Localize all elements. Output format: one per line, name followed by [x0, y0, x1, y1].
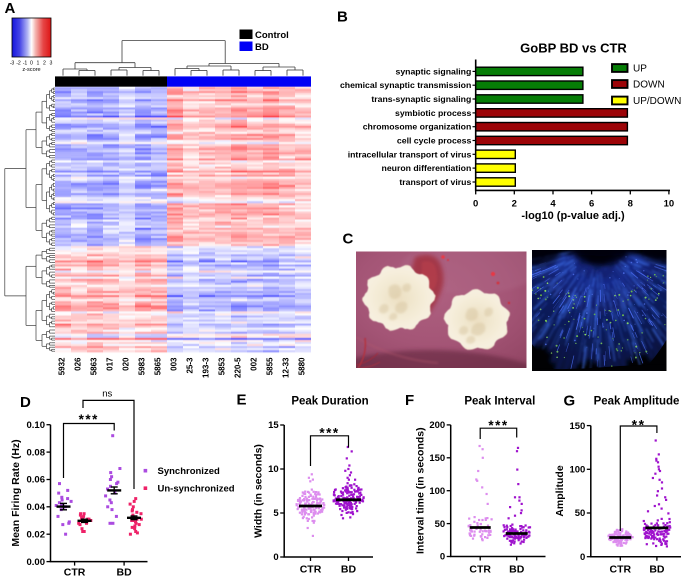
- svg-text:0.02: 0.02: [27, 529, 46, 540]
- svg-text:D: D: [20, 394, 31, 411]
- svg-text:CTR: CTR: [610, 564, 632, 576]
- svg-text:BD: BD: [117, 567, 133, 579]
- svg-text:CTR: CTR: [64, 567, 86, 579]
- svg-text:150: 150: [429, 453, 445, 464]
- svg-text:C: C: [343, 231, 354, 248]
- svg-text:synaptic signaling: synaptic signaling: [396, 66, 472, 76]
- svg-text:220-5: 220-5: [234, 357, 243, 378]
- svg-text:BD: BD: [649, 564, 665, 576]
- svg-text:3: 3: [50, 61, 53, 67]
- svg-text:-log10 (p-value adj.): -log10 (p-value adj.): [521, 210, 625, 222]
- svg-text:neuron differentiation: neuron differentiation: [382, 163, 472, 173]
- svg-text:B: B: [337, 9, 348, 26]
- svg-text:Peak Duration: Peak Duration: [291, 396, 368, 408]
- svg-text:transport of virus: transport of virus: [399, 177, 471, 187]
- svg-text:F: F: [405, 392, 414, 409]
- svg-text:020: 020: [122, 357, 131, 371]
- svg-text:Peak Amplitude: Peak Amplitude: [594, 396, 680, 408]
- svg-text:0: 0: [273, 552, 278, 563]
- svg-text:2: 2: [43, 61, 46, 67]
- svg-text:15: 15: [268, 420, 279, 431]
- svg-text:UP/DOWN: UP/DOWN: [633, 96, 681, 107]
- svg-text:0: 0: [440, 552, 445, 563]
- svg-text:12-33: 12-33: [282, 357, 291, 378]
- svg-text:2: 2: [512, 199, 517, 210]
- svg-text:10: 10: [664, 199, 675, 210]
- svg-text:-2: -2: [16, 61, 21, 67]
- svg-text:5983: 5983: [138, 357, 147, 375]
- svg-text:z-score: z-score: [22, 67, 40, 73]
- svg-text:chromosome organization: chromosome organization: [363, 122, 472, 132]
- svg-text:Width (in seconds): Width (in seconds): [253, 444, 265, 538]
- svg-text:CTR: CTR: [300, 564, 322, 576]
- svg-text:G: G: [564, 393, 576, 410]
- svg-text:***: ***: [319, 426, 339, 441]
- svg-text:***: ***: [488, 418, 508, 433]
- svg-text:25-3: 25-3: [186, 357, 195, 374]
- svg-text:017: 017: [106, 357, 115, 371]
- svg-text:Peak Interval: Peak Interval: [464, 396, 535, 408]
- svg-text:trans-synaptic signaling: trans-synaptic signaling: [371, 94, 471, 104]
- svg-text:100: 100: [569, 465, 585, 476]
- svg-text:***: ***: [79, 412, 99, 427]
- svg-text:0: 0: [580, 552, 585, 563]
- svg-text:6: 6: [589, 199, 594, 210]
- svg-text:0.10: 0.10: [27, 420, 46, 431]
- svg-text:0.08: 0.08: [27, 447, 46, 458]
- svg-text:026: 026: [74, 357, 83, 371]
- svg-text:5880: 5880: [298, 357, 307, 375]
- svg-text:5865: 5865: [154, 357, 163, 375]
- svg-text:50: 50: [435, 519, 446, 530]
- svg-text:193-3: 193-3: [202, 357, 211, 378]
- svg-text:003: 003: [170, 357, 179, 371]
- svg-text:4: 4: [550, 199, 556, 210]
- svg-text:BD: BD: [255, 42, 269, 53]
- svg-text:0.04: 0.04: [27, 502, 46, 513]
- svg-text:chemical synaptic transmission: chemical synaptic transmission: [340, 80, 471, 90]
- svg-text:0: 0: [30, 61, 33, 67]
- svg-text:DOWN: DOWN: [633, 80, 665, 91]
- svg-text:Synchronized: Synchronized: [158, 466, 220, 477]
- svg-text:BD: BD: [509, 564, 525, 576]
- svg-text:5855: 5855: [266, 357, 275, 375]
- svg-text:GoBP BD vs CTR: GoBP BD vs CTR: [520, 41, 627, 56]
- svg-text:**: **: [632, 417, 646, 433]
- svg-text:Un-synchronized: Un-synchronized: [158, 484, 235, 495]
- svg-text:5932: 5932: [58, 357, 67, 375]
- svg-text:-1: -1: [23, 61, 28, 67]
- svg-text:Amplitude: Amplitude: [554, 465, 566, 516]
- svg-text:E: E: [237, 392, 247, 409]
- svg-text:CTR: CTR: [469, 564, 491, 576]
- svg-text:002: 002: [250, 357, 259, 371]
- svg-text:1: 1: [37, 61, 40, 67]
- svg-text:100: 100: [429, 486, 445, 497]
- svg-text:0.00: 0.00: [27, 557, 46, 568]
- svg-text:BD: BD: [341, 564, 357, 576]
- svg-text:symbiotic process: symbiotic process: [395, 108, 471, 118]
- svg-text:intracellular transport of vir: intracellular transport of virus: [348, 149, 472, 159]
- svg-text:5: 5: [273, 508, 279, 519]
- svg-text:5863: 5863: [90, 357, 99, 375]
- svg-text:ns: ns: [102, 388, 112, 399]
- svg-text:-3: -3: [10, 61, 15, 67]
- svg-text:Interval time (in seconds): Interval time (in seconds): [415, 427, 427, 554]
- svg-text:0: 0: [473, 199, 478, 210]
- svg-text:50: 50: [575, 508, 586, 519]
- svg-text:Mean Firing Rate (Hz): Mean Firing Rate (Hz): [10, 439, 22, 546]
- svg-text:200: 200: [429, 420, 445, 431]
- svg-text:UP: UP: [633, 64, 647, 75]
- svg-text:cell cycle process: cell cycle process: [397, 136, 472, 146]
- svg-text:A: A: [5, 0, 16, 17]
- svg-text:5853: 5853: [218, 357, 227, 375]
- svg-text:0.06: 0.06: [27, 475, 46, 486]
- svg-text:Control: Control: [255, 30, 289, 41]
- svg-text:150: 150: [569, 421, 585, 432]
- svg-text:8: 8: [628, 199, 633, 210]
- svg-text:10: 10: [268, 464, 279, 475]
